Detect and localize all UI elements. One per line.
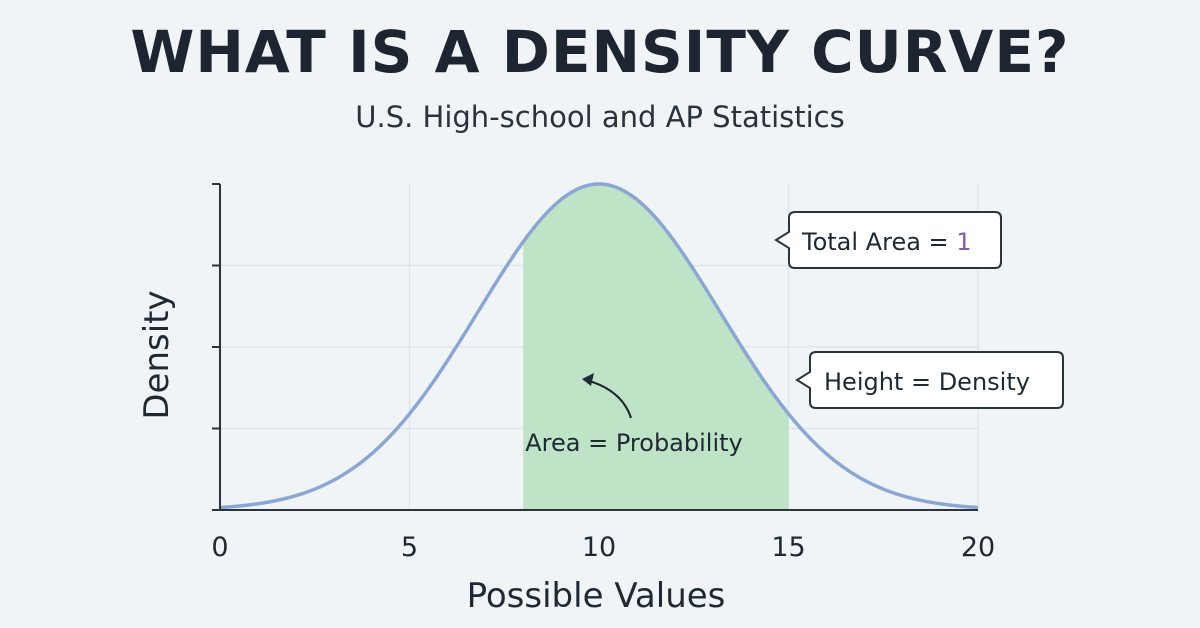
x-tick-label: 10 <box>582 532 616 563</box>
y-axis-label: Density <box>137 290 177 419</box>
area-arrow <box>585 378 633 419</box>
chart-axes <box>212 183 978 511</box>
total-area-label: Total Area = 1 <box>801 228 972 256</box>
height-density-label: Height = Density <box>824 368 1030 396</box>
density-curve-line <box>219 182 979 510</box>
x-tick-label: 20 <box>961 532 995 563</box>
page-subtitle: U.S. High-school and AP Statistics <box>355 100 845 134</box>
height-callout: Height = Density <box>795 351 1064 409</box>
area-probability-label: Area = Probability <box>525 429 742 457</box>
page-title: WHAT IS A DENSITY CURVE? <box>130 18 1070 86</box>
total-area-callout-box <box>774 211 1002 269</box>
x-tick-label: 0 <box>211 532 228 563</box>
x-axis-label: Possible Values <box>467 576 726 616</box>
height-callout-box <box>795 351 1064 409</box>
x-tick-label: 15 <box>771 532 805 563</box>
total-area-value: 1 <box>956 228 971 256</box>
area-arrowhead <box>582 373 594 386</box>
shaded-probability-region <box>523 184 789 510</box>
x-tick-label: 5 <box>401 532 418 563</box>
total-area-callout: Total Area = 1 <box>774 211 1002 269</box>
total-area-prefix: Total Area = <box>801 228 956 256</box>
x-tick-labels: 0 5 10 15 20 <box>211 532 995 563</box>
